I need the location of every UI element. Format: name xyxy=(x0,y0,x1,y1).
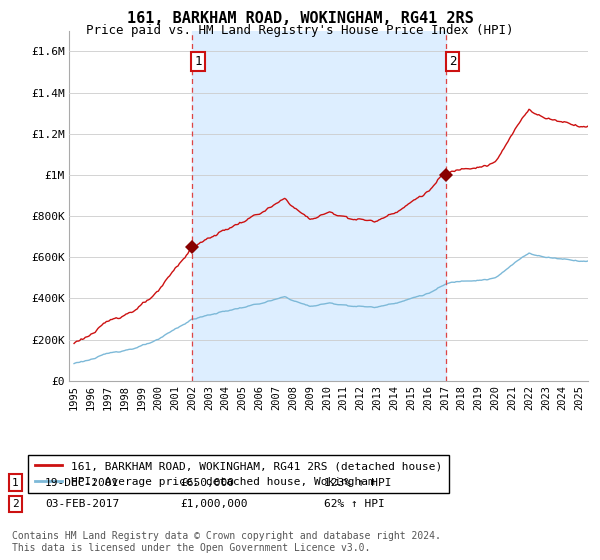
Text: 03-FEB-2017: 03-FEB-2017 xyxy=(45,499,119,509)
Text: 123% ↑ HPI: 123% ↑ HPI xyxy=(324,478,392,488)
Text: 19-DEC-2001: 19-DEC-2001 xyxy=(45,478,119,488)
Bar xyxy=(191,31,446,381)
Text: Price paid vs. HM Land Registry's House Price Index (HPI): Price paid vs. HM Land Registry's House … xyxy=(86,24,514,36)
Text: 62% ↑ HPI: 62% ↑ HPI xyxy=(324,499,385,509)
Text: 1: 1 xyxy=(12,478,19,488)
Text: Contains HM Land Registry data © Crown copyright and database right 2024.
This d: Contains HM Land Registry data © Crown c… xyxy=(12,531,441,553)
Text: 2: 2 xyxy=(12,499,19,509)
Text: £1,000,000: £1,000,000 xyxy=(180,499,248,509)
Text: £650,000: £650,000 xyxy=(180,478,234,488)
Text: 161, BARKHAM ROAD, WOKINGHAM, RG41 2RS: 161, BARKHAM ROAD, WOKINGHAM, RG41 2RS xyxy=(127,11,473,26)
Legend: 161, BARKHAM ROAD, WOKINGHAM, RG41 2RS (detached house), HPI: Average price, det: 161, BARKHAM ROAD, WOKINGHAM, RG41 2RS (… xyxy=(28,455,449,493)
Text: 2: 2 xyxy=(449,55,456,68)
Text: 1: 1 xyxy=(194,55,202,68)
